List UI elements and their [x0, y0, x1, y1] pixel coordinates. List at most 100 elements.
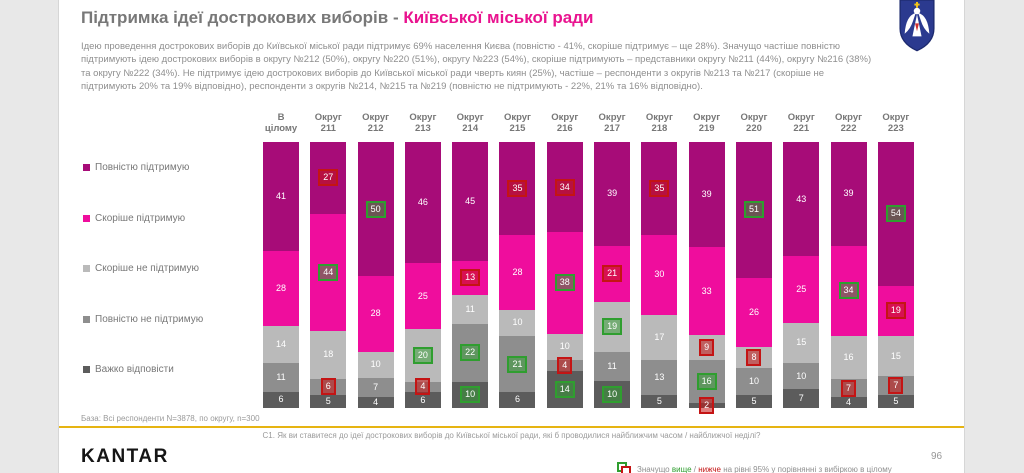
column-header: Округ 215 — [503, 112, 532, 134]
value-label: 16 — [696, 372, 717, 390]
page-title: Підтримка ідеї дострокових виборів - Киї… — [81, 8, 594, 28]
kantar-logo: KANTAR — [81, 446, 169, 467]
legend-label: Повністю не підтримую — [95, 313, 204, 325]
value-label: 4 — [557, 356, 573, 374]
bar-segment: 10 — [546, 333, 583, 361]
value-label: 10 — [460, 386, 481, 404]
bar-segment: 9 — [688, 335, 725, 360]
value-label: 11 — [276, 371, 286, 382]
bar-segment: 5 — [641, 394, 678, 408]
value-label: 4 — [846, 397, 852, 408]
bar-segment: 25 — [404, 263, 441, 329]
kyiv-coat-of-arms-icon — [899, 0, 935, 52]
bar-segment: 39 — [594, 142, 631, 246]
significance-note: Значущо вище / нижче на рівні 95% у порі… — [617, 462, 892, 473]
chart-column: Округ 223 54 19 15 7 5 — [877, 110, 914, 408]
column-header: Округ 222 — [835, 112, 863, 134]
value-label: 30 — [654, 269, 665, 280]
value-label: 14 — [275, 338, 286, 349]
bar-segment: 30 — [641, 235, 678, 315]
bar-segment: 10 — [499, 309, 536, 337]
value-label: 4 — [415, 378, 431, 396]
bar-segment: 4 — [357, 397, 394, 408]
value-label: 33 — [701, 285, 712, 296]
significance-boxes-icon — [617, 462, 631, 473]
value-label: 25 — [417, 290, 428, 301]
bar-segment: 15 — [877, 336, 914, 377]
bar-segment: 34 — [546, 142, 583, 233]
value-label: 4 — [373, 397, 379, 408]
bar-segment: 19 — [594, 301, 631, 353]
bar-segment: 11 — [263, 362, 299, 392]
bar-segment: 13 — [452, 260, 489, 295]
legend-item: Повністю не підтримую — [83, 314, 257, 325]
value-label: 14 — [554, 380, 575, 398]
bar-segment: 19 — [877, 285, 914, 337]
value-label: 16 — [843, 351, 854, 362]
column-header: Округ 217 — [598, 112, 626, 134]
legend-label: Скоріше підтримую — [95, 212, 186, 224]
bar-segment: 28 — [263, 251, 299, 326]
bar-segment: 43 — [783, 142, 820, 257]
value-label: 21 — [507, 355, 528, 373]
chart-column: Округ 214 45 13 11 22 10 — [452, 110, 489, 408]
base-note: База: Всі респонденти N=3878, по округу,… — [81, 414, 260, 423]
value-label: 39 — [843, 188, 854, 199]
stacked-bar: 27 44 18 6 5 — [310, 142, 347, 408]
bar-segment: 25 — [783, 256, 820, 323]
column-header: Округ 220 — [740, 112, 768, 134]
stacked-bar: 43 25 15 10 7 — [783, 142, 820, 408]
chart-column: Округ 212 50 28 10 7 4 — [357, 110, 394, 408]
value-label: 13 — [460, 269, 481, 287]
value-label: 18 — [323, 349, 334, 360]
bar-segment: 34 — [830, 245, 867, 337]
bar-segment: 18 — [310, 330, 347, 379]
chart-column: Округ 217 39 21 19 11 10 — [594, 110, 631, 408]
bar-segment: 6 — [310, 378, 347, 396]
bar-segment: 39 — [688, 142, 725, 247]
bar-segment: 6 — [404, 392, 441, 408]
value-label: 22 — [460, 344, 481, 362]
bar-segment: 5 — [735, 394, 772, 408]
legend-item: Важко відповісти — [83, 364, 257, 375]
chart-column: Округ 220 51 26 8 10 5 — [735, 110, 772, 408]
chart-column: Округ 213 46 25 20 4 6 — [404, 110, 441, 408]
value-label: 41 — [275, 191, 286, 202]
value-label: 17 — [654, 332, 665, 342]
column-header: Округ 216 — [551, 112, 579, 134]
value-label: 8 — [746, 348, 762, 366]
bar-segment: 54 — [877, 142, 914, 286]
bar-segment: 4 — [546, 356, 583, 374]
value-label: 7 — [373, 382, 379, 393]
value-label: 10 — [512, 317, 523, 328]
stacked-bar: 35 30 17 13 5 — [641, 142, 678, 408]
bar-segment: 5 — [877, 394, 914, 408]
bar-segment: 7 — [830, 378, 867, 398]
value-label: 5 — [656, 395, 662, 406]
bar-segment: 6 — [263, 392, 299, 408]
stacked-bar: 39 21 19 11 10 — [594, 142, 631, 408]
value-label: 15 — [890, 350, 901, 361]
bar-segment: 2 — [688, 396, 725, 414]
value-label: 7 — [798, 393, 804, 404]
value-label: 7 — [841, 379, 857, 397]
value-label: 5 — [893, 395, 899, 406]
stacked-bar: 41 28 14 11 6 — [263, 142, 299, 408]
value-label: 39 — [607, 188, 618, 199]
page-number: 96 — [931, 451, 943, 462]
stacked-bar: 35 28 10 21 6 — [499, 142, 536, 408]
bar-segment: 21 — [499, 336, 536, 393]
value-label: 26 — [748, 306, 759, 317]
bar-segment: 27 — [310, 142, 347, 214]
legend-swatch — [83, 214, 90, 222]
value-label: 6 — [320, 378, 336, 396]
bar-segment: 41 — [263, 142, 299, 252]
value-label: 21 — [602, 265, 623, 283]
bar-segment: 33 — [688, 246, 725, 336]
value-label: 34 — [554, 178, 575, 196]
bar-segment: 10 — [594, 381, 631, 408]
value-label: 46 — [417, 197, 428, 208]
legend-swatch — [83, 315, 90, 323]
value-label: 9 — [699, 339, 715, 357]
